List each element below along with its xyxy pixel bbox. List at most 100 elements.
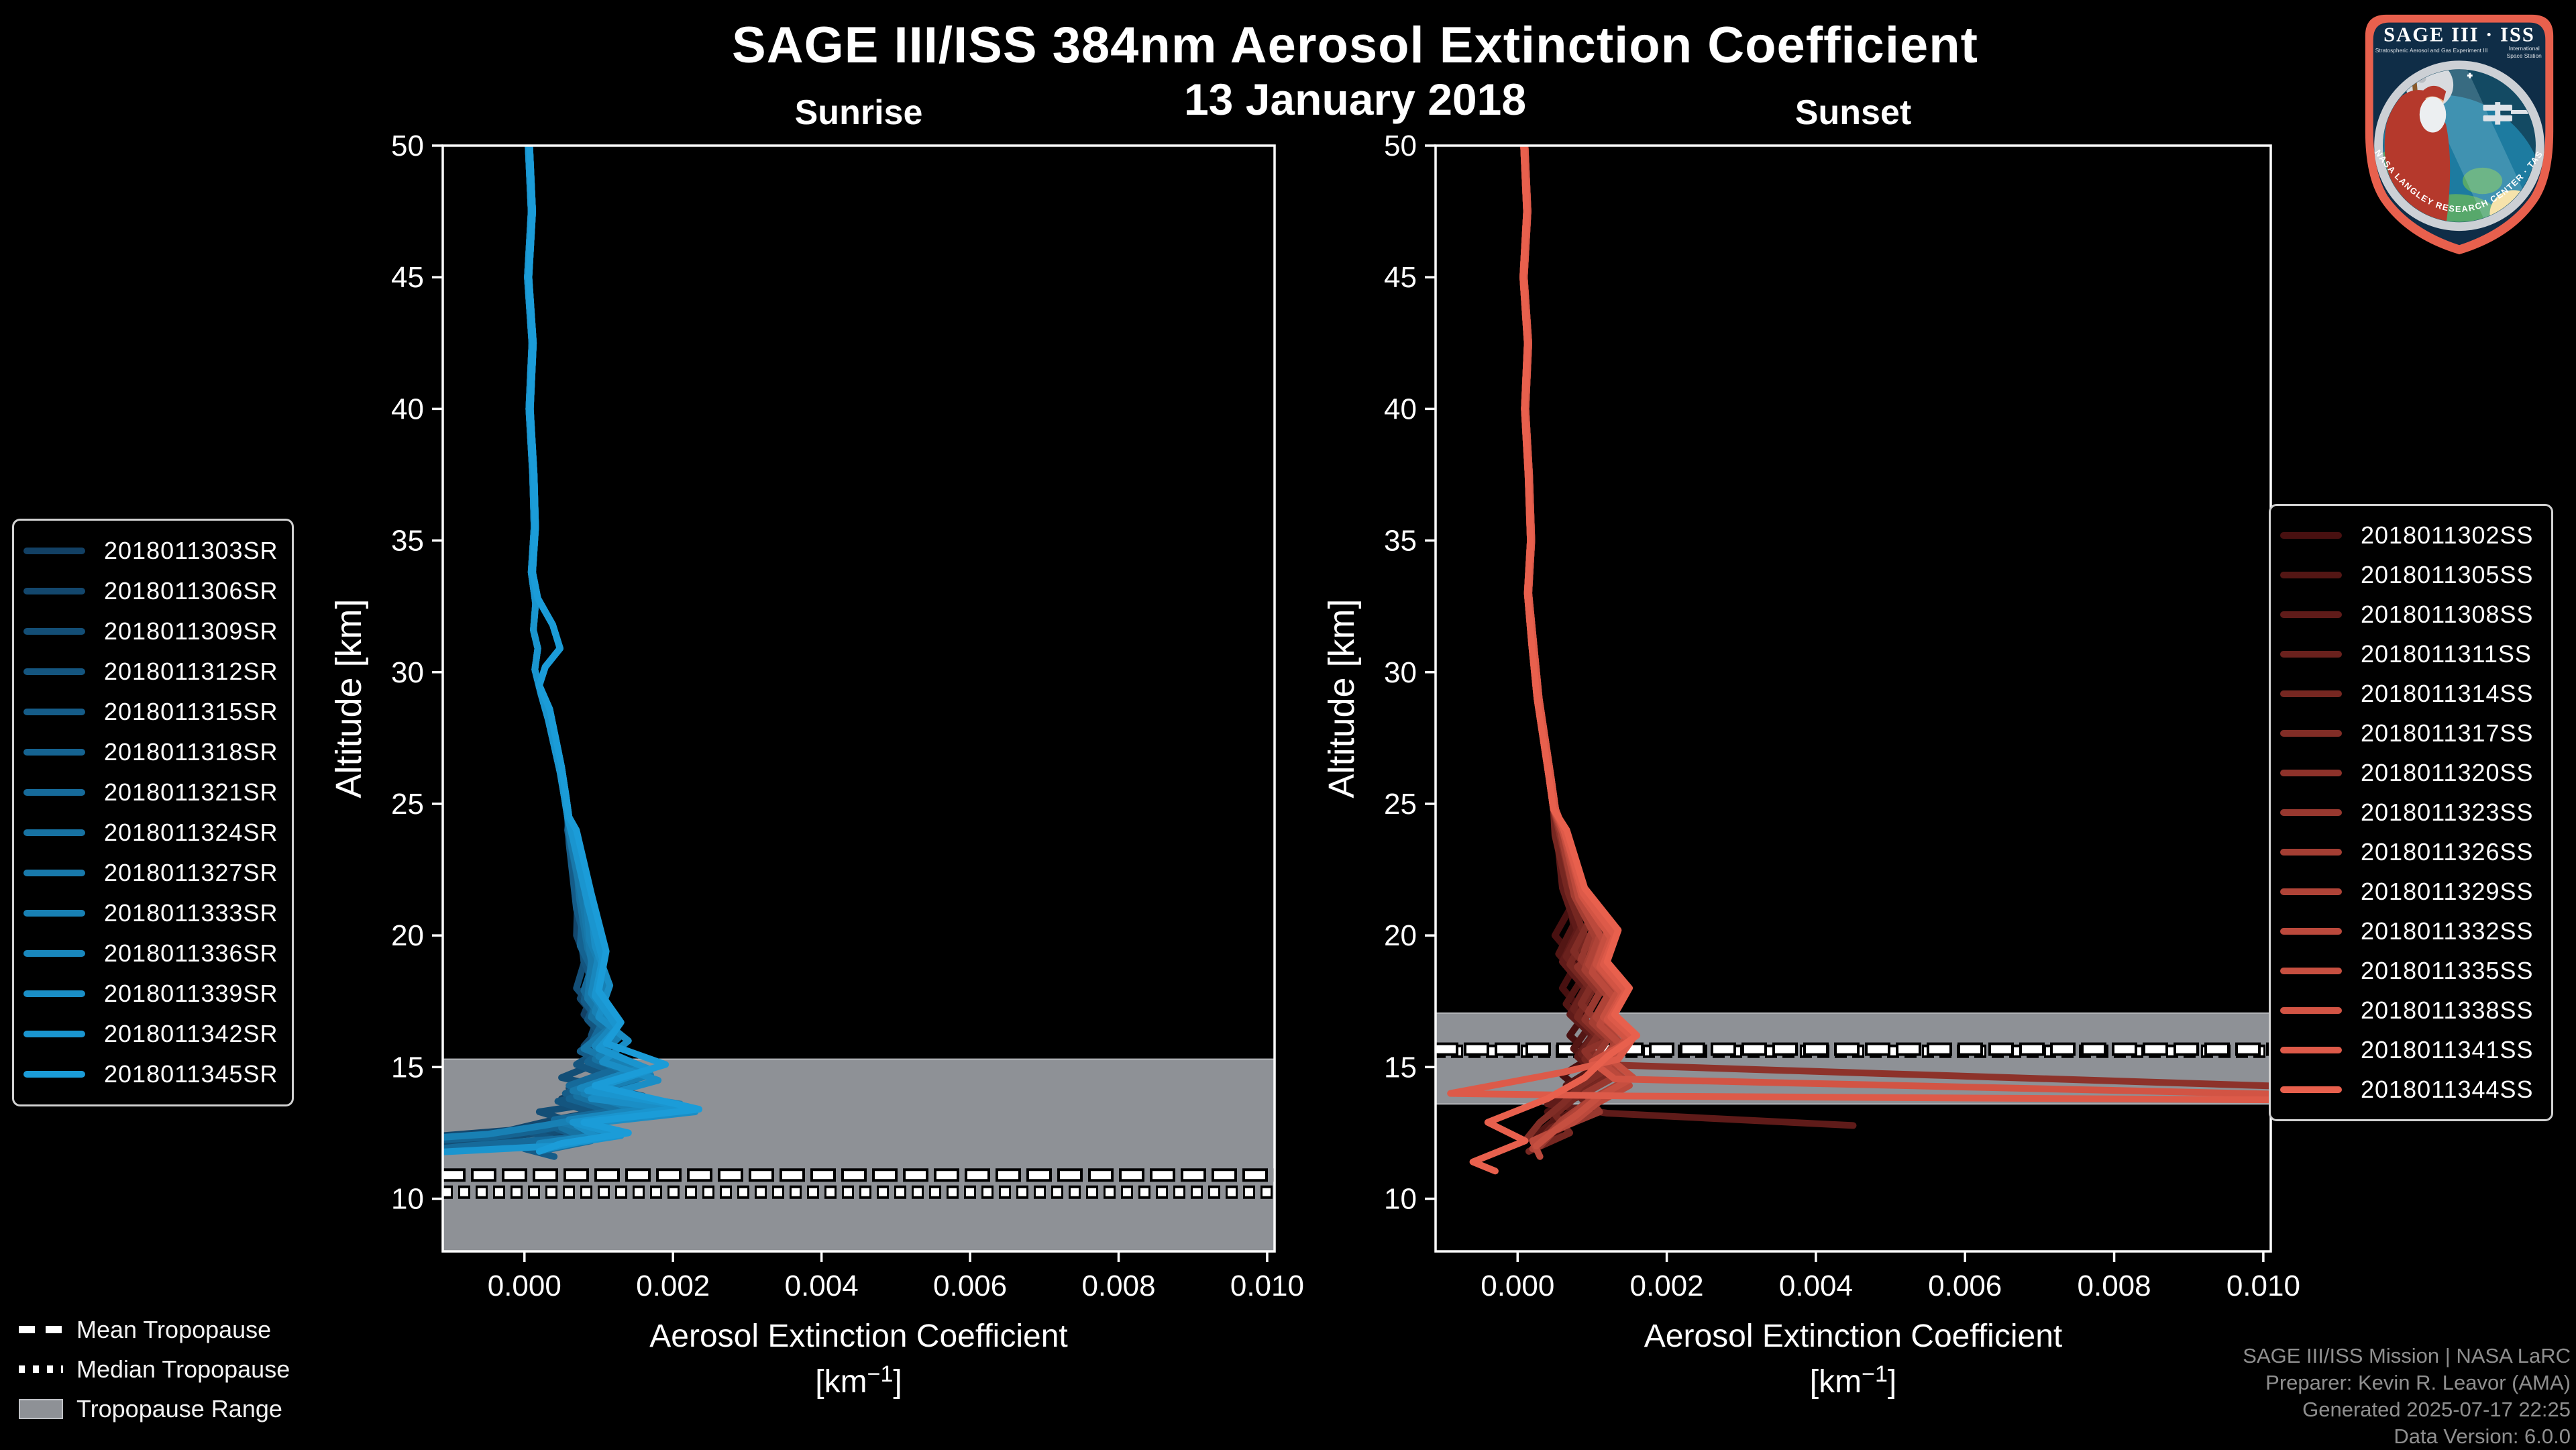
legend-line-swatch: [23, 870, 85, 876]
legend-item: 2018011312SR: [14, 658, 292, 686]
profile-2018011339SR: [525, 146, 699, 1152]
panel-title-sunrise: Sunrise: [794, 93, 923, 132]
x-tick-label: 0.008: [2078, 1270, 2151, 1302]
y-tick-label: 40: [1384, 393, 1417, 425]
legend-item: 2018011302SS: [2271, 521, 2551, 550]
legend-item: 2018011341SS: [2271, 1036, 2551, 1064]
y-tick-label: 45: [1384, 261, 1417, 294]
y-tick-label: 35: [391, 525, 424, 558]
legend-line-swatch: [2280, 1007, 2342, 1014]
tropopause-range-swatch: [19, 1398, 63, 1419]
patch-subtitle-right1: International: [2509, 45, 2540, 52]
legend-item: 2018011335SS: [2271, 957, 2551, 985]
legend-line-swatch: [23, 668, 85, 675]
patch-subtitle-right2: Space Station: [2507, 52, 2542, 59]
x-axis-label: Aerosol Extinction Coefficient: [1644, 1318, 2062, 1354]
y-tick-label: 30: [1384, 656, 1417, 689]
legend-line-swatch: [2280, 1047, 2342, 1053]
profile-2018011338SS: [1519, 146, 2271, 1098]
tropopause-legend-row-mean: Mean Tropopause: [19, 1310, 435, 1349]
legend-label: 2018011344SS: [2361, 1076, 2534, 1103]
credits: SAGE III/ISS Mission | NASA LaRC Prepare…: [1811, 1343, 2571, 1450]
x-tick-label: 0.008: [1081, 1270, 1155, 1302]
legend-label: 2018011306SR: [104, 577, 278, 605]
legend-item: 2018011303SR: [14, 537, 292, 565]
credit-generated: Generated 2025-07-17 22:25: [2302, 1398, 2571, 1421]
legend-label: 2018011342SR: [104, 1020, 278, 1047]
legend-line-swatch: [23, 588, 85, 594]
x-axis-units: [km−1]: [815, 1361, 902, 1400]
legend-line-swatch: [23, 789, 85, 796]
legend-label: 2018011315SR: [104, 698, 278, 725]
legend-label: 2018011308SS: [2361, 601, 2534, 628]
legend-line-swatch: [2280, 849, 2342, 856]
x-tick-label: 0.006: [1928, 1270, 2002, 1302]
tropopause-range-label: Tropopause Range: [76, 1394, 282, 1422]
legend-label: 2018011332SS: [2361, 917, 2534, 945]
y-tick-label: 15: [391, 1051, 424, 1084]
y-tick-label: 10: [391, 1183, 424, 1216]
profile-2018011345SR: [525, 146, 702, 1155]
legend-label: 2018011339SR: [104, 980, 278, 1007]
legend-line-swatch: [2280, 888, 2342, 895]
legend-label: 2018011333SR: [104, 899, 278, 927]
y-axis-label: Altitude [km]: [1322, 599, 1362, 798]
figure-title: SAGE III/ISS 384nm Aerosol Extinction Co…: [732, 17, 1978, 74]
legend-item: 2018011315SR: [14, 698, 292, 726]
legend-label: 2018011335SS: [2361, 957, 2534, 984]
legend-label: 2018011312SR: [104, 658, 278, 685]
patch-scene: [2383, 69, 2536, 222]
median-tropopause-dot-swatch: [19, 1359, 63, 1380]
legend-label: 2018011318SR: [104, 738, 278, 766]
credit-preparer: Preparer: Kevin R. Leavor (AMA): [2265, 1371, 2571, 1394]
x-axis-label: Aerosol Extinction Coefficient: [649, 1318, 1067, 1354]
legend-line-swatch: [2280, 572, 2342, 578]
legend-line-swatch: [2280, 968, 2342, 974]
legend-line-swatch: [2280, 532, 2342, 539]
credit-data-version: Data Version: 6.0.0: [2394, 1425, 2571, 1448]
legend-item: 2018011323SS: [2271, 798, 2551, 827]
legend-item: 2018011317SS: [2271, 719, 2551, 747]
legend-line-swatch: [23, 990, 85, 997]
legend-line-swatch: [2280, 651, 2342, 658]
y-tick-label: 45: [391, 261, 424, 294]
legend-item: 2018011327SR: [14, 859, 292, 887]
panel-title-sunset: Sunset: [1794, 93, 1912, 132]
legend-item: 2018011308SS: [2271, 601, 2551, 629]
legend-item: 2018011342SR: [14, 1020, 292, 1048]
legend-line-swatch: [23, 628, 85, 635]
patch-title: SAGE III · ISS: [2383, 23, 2535, 46]
legend-item: 2018011344SS: [2271, 1076, 2551, 1104]
legend-item: 2018011332SS: [2271, 917, 2551, 945]
legend-line-swatch: [2280, 770, 2342, 776]
legend-item: 2018011338SS: [2271, 996, 2551, 1025]
x-tick-label: 0.002: [1630, 1270, 1704, 1302]
y-tick-label: 15: [1384, 1051, 1417, 1084]
x-tick-label: 0.002: [636, 1270, 710, 1302]
legend-item: 2018011320SS: [2271, 759, 2551, 787]
legend-label: 2018011327SR: [104, 859, 278, 886]
credit-mission: SAGE III/ISS Mission | NASA LaRC: [2243, 1344, 2571, 1367]
legend-label: 2018011305SS: [2361, 561, 2534, 588]
legend-item: 2018011329SS: [2271, 878, 2551, 906]
legend-label: 2018011311SS: [2361, 640, 2532, 668]
legend-line-swatch: [23, 1031, 85, 1037]
legend-label: 2018011326SS: [2361, 838, 2534, 866]
legend-item: 2018011326SS: [2271, 838, 2551, 866]
legend-line-swatch: [2280, 690, 2342, 697]
x-tick-label: 0.004: [785, 1270, 859, 1302]
legend-item: 2018011314SS: [2271, 680, 2551, 708]
legend-item: 2018011333SR: [14, 899, 292, 927]
legend-item: 2018011321SR: [14, 778, 292, 807]
legend-line-swatch: [2280, 1086, 2342, 1093]
patch-subtitle-left: Stratospheric Aerosol and Gas Experiment…: [2375, 47, 2488, 54]
iss-icon: [2483, 102, 2528, 125]
legend-line-swatch: [23, 709, 85, 715]
x-tick-label: 0.010: [1230, 1270, 1304, 1302]
y-axis-label: Altitude [km]: [329, 599, 369, 798]
legend-label: 2018011321SR: [104, 778, 278, 806]
tropopause-legend-row-median: Median Tropopause: [19, 1349, 435, 1389]
median-tropopause-label: Median Tropopause: [76, 1355, 290, 1383]
legend-label: 2018011320SS: [2361, 759, 2534, 786]
